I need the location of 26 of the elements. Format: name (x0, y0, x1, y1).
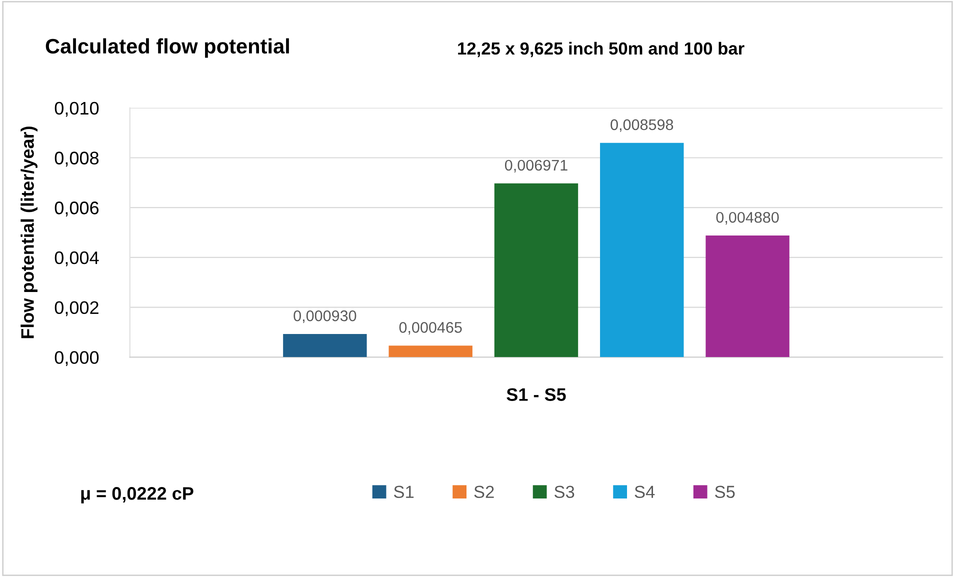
legend-label: S5 (715, 486, 735, 498)
bar (388, 346, 472, 358)
data-label: 0,008598 (610, 119, 674, 132)
y-tick-label: 0,008 (54, 152, 99, 167)
y-tick-label: 0,004 (54, 251, 99, 266)
bar (600, 142, 684, 358)
legend-label: S2 (474, 486, 494, 498)
chart-title: Calculated flow potential (46, 38, 289, 58)
chart-subtitle: 12,25 x 9,625 inch 50m and 100 bar (458, 42, 744, 58)
legend-label: S1 (394, 486, 414, 498)
text: μ = 0,0222 cP (81, 487, 194, 504)
y-axis-title: Flow potential (liter/year) (20, 126, 38, 338)
data-label: 0,000930 (294, 310, 356, 324)
bar (283, 334, 367, 358)
x-tick-label: S1 - S5 (506, 388, 566, 401)
bar (706, 236, 790, 358)
data-label: 0,000465 (399, 322, 462, 335)
data-label: 0,006971 (504, 160, 568, 172)
bar (494, 183, 578, 358)
legend-label: S3 (554, 486, 574, 498)
y-tick-label: 0,006 (54, 202, 99, 216)
data-label: 0,004880 (716, 212, 779, 225)
legend-label: S4 (634, 486, 655, 498)
y-tick-label: 0,000 (54, 351, 99, 366)
y-tick-label: 0,010 (54, 102, 99, 117)
y-tick-label: 0,002 (54, 301, 98, 316)
